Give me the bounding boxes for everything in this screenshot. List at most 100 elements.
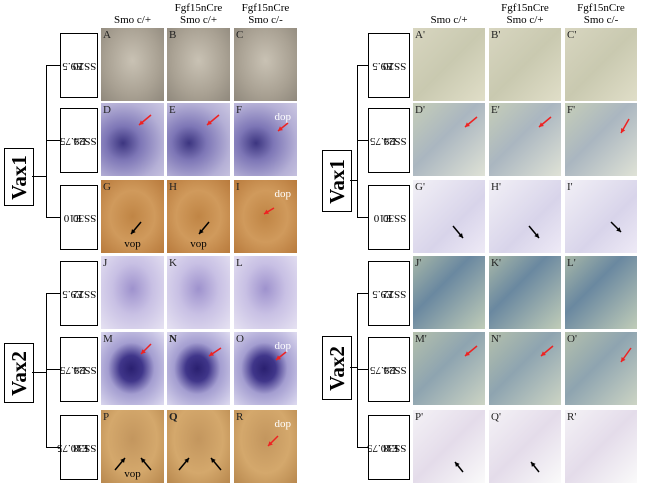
panel-letter: O <box>236 333 244 345</box>
stage-label: E9.5 SS22 <box>60 261 98 326</box>
arrow-head <box>264 209 269 214</box>
arrow-layer <box>114 457 152 471</box>
arrow-layer <box>464 345 478 357</box>
image-panel: N' <box>489 332 561 405</box>
stage-text: E9.75 SS24 <box>370 128 407 154</box>
panel-letter: D' <box>415 104 425 116</box>
panel-letter: L <box>236 257 243 269</box>
bracket <box>357 139 368 141</box>
image-panel: L' <box>565 256 637 329</box>
stage-text: E10.75 SS38 <box>367 432 406 463</box>
arrow-head <box>139 120 144 125</box>
column-header: Fgf15nCre Smo c/- <box>228 2 304 26</box>
image-panel: F' <box>565 103 637 176</box>
stage-line: SS30 <box>383 211 407 224</box>
stage-label: E10 SS30 <box>368 185 410 250</box>
bracket <box>46 446 60 448</box>
stage-line: SS20 <box>73 59 97 72</box>
stage-label: E9.75 SS24 <box>60 108 98 173</box>
arrow-layer <box>178 457 222 471</box>
arrow-head <box>141 458 146 463</box>
panel-note: dop <box>274 188 292 200</box>
arrow-layer <box>452 225 464 239</box>
stage-text: E10.75 SS38 <box>57 432 96 463</box>
stage-label: E9.5 SS20 <box>60 33 98 98</box>
arrow-head <box>207 120 212 125</box>
arrow-head <box>211 458 216 463</box>
stage-text: E9.75 SS24 <box>370 357 407 383</box>
header-line: Smo c/+ <box>179 14 218 26</box>
panel-letter: L' <box>567 257 576 269</box>
bracket <box>357 368 368 370</box>
header-line: Smo c/- <box>248 14 283 26</box>
image-panel: J <box>101 256 164 329</box>
stage-line: SS24 <box>383 363 407 376</box>
header-line: Smo c/+ <box>506 14 544 26</box>
bracket <box>32 176 46 177</box>
stage-label: E9.75 SS24 <box>368 108 410 173</box>
panel-letter: F <box>236 104 243 116</box>
arrow-head <box>209 351 214 356</box>
bracket <box>357 446 368 448</box>
image-panel: G' <box>413 180 485 253</box>
image-panel: A' <box>413 28 485 101</box>
bracket <box>46 64 60 66</box>
stage-label: E9.5 SS22 <box>368 261 410 326</box>
column-header: Fgf15nCre Smo c/+ <box>487 2 563 26</box>
arrow-head <box>541 351 546 356</box>
arrow-head <box>268 441 273 446</box>
header-line: Fgf15nCre <box>174 2 223 14</box>
column-header: Smo c/+ <box>411 14 487 26</box>
arrow-head <box>465 122 470 127</box>
stage-label: E10.75 SS38 <box>367 415 410 480</box>
header-line: Smo c/+ <box>430 14 468 26</box>
panel-letter: M <box>103 333 113 345</box>
column-header: Smo c/+ <box>95 14 171 26</box>
panel-letter: O' <box>567 333 577 345</box>
image-panel: J' <box>413 256 485 329</box>
panel-letter: C <box>236 29 244 41</box>
arrow-head <box>539 122 544 127</box>
image-panel: O' <box>565 332 637 405</box>
header-line: Fgf15nCre <box>241 2 290 14</box>
panel-letter: I' <box>567 181 573 193</box>
gene-label: Vax1 <box>4 148 34 206</box>
arrow-head <box>465 351 470 356</box>
bracket <box>32 372 46 373</box>
panel-letter: K' <box>491 257 501 269</box>
stage-label: E9.75 SS24 <box>60 337 98 402</box>
arrow-head <box>616 227 621 232</box>
panel-letter: P' <box>415 411 424 423</box>
arrow-head <box>531 462 536 467</box>
panel-letter: N <box>169 333 177 345</box>
image-panel: M' <box>413 332 485 405</box>
header-line: Fgf15nCre <box>501 2 549 14</box>
stage-text: E9.5 SS22 <box>63 282 97 305</box>
bracket <box>46 292 47 447</box>
image-panel: P' <box>413 410 485 483</box>
image-panel: M <box>101 332 164 405</box>
arrow-layer <box>454 461 464 473</box>
panel-letter: A <box>103 29 111 41</box>
arrow-layer <box>138 114 152 126</box>
stage-line: SS20 <box>383 59 407 72</box>
arrow-layer <box>198 221 210 235</box>
stage-label: E10.75 SS38 <box>57 415 98 480</box>
panel-letter: R' <box>567 411 577 423</box>
bracket <box>46 368 60 370</box>
stage-text: E9.5 SS22 <box>373 282 407 305</box>
stage-text: E10 SS30 <box>64 206 96 229</box>
gene-label: Vax2 <box>322 336 352 400</box>
stage-label: E10 SS30 <box>60 185 98 250</box>
stage-line: SS22 <box>383 287 407 300</box>
image-panel: E <box>167 103 230 176</box>
image-panel: C' <box>565 28 637 101</box>
stage-line: SS38 <box>383 441 407 454</box>
stage-text: E9.5 SS20 <box>373 54 407 77</box>
arrow-head <box>621 128 626 133</box>
bracket <box>357 64 358 217</box>
bracket <box>357 292 368 294</box>
